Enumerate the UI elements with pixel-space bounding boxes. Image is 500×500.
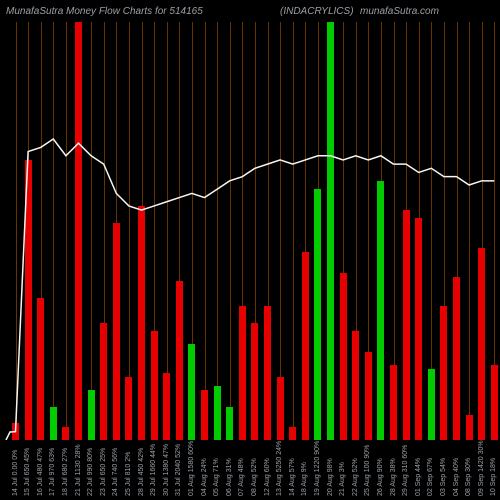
plot-area bbox=[0, 22, 500, 440]
x-axis-label: 08 Sep 30% bbox=[465, 458, 472, 496]
chart-title-symbol: (INDACRYLICS) bbox=[280, 6, 354, 17]
grid-line bbox=[205, 22, 206, 440]
grid-line bbox=[469, 22, 470, 440]
bar bbox=[100, 323, 107, 440]
bar bbox=[62, 427, 69, 440]
x-axis-label: 06 Aug 31% bbox=[226, 458, 233, 496]
x-axis-label: 13 Aug 5250 24% bbox=[276, 441, 283, 496]
x-axis-label: 04 Sep 40% bbox=[453, 458, 460, 496]
x-axis-label: 22 Aug 52% bbox=[352, 458, 359, 496]
grid-line bbox=[53, 22, 54, 440]
bar bbox=[327, 22, 334, 440]
bar bbox=[365, 352, 372, 440]
bar bbox=[138, 206, 145, 440]
x-axis-label: 09 Sep 1420 30% bbox=[478, 440, 485, 496]
x-axis-label: 07 Aug 48% bbox=[238, 458, 245, 496]
bar bbox=[25, 160, 32, 440]
x-axis-label: 18 Jul 680 27% bbox=[62, 448, 69, 496]
x-axis-label: 21 Jul 1130 28% bbox=[75, 444, 82, 496]
grid-line bbox=[66, 22, 67, 440]
x-axis-label: 22 Jul 990 80% bbox=[87, 448, 94, 496]
grid-line bbox=[230, 22, 231, 440]
chart-title-left: MunafaSutra Money Flow Charts for 514165 bbox=[6, 6, 203, 17]
bar bbox=[314, 189, 321, 440]
money-flow-chart: MunafaSutra Money Flow Charts for 514165… bbox=[0, 0, 500, 500]
x-axis-label: 25 Aug 100 90% bbox=[364, 445, 371, 496]
bar bbox=[277, 377, 284, 440]
x-axis-label: 29 Jul 1660 44% bbox=[150, 444, 157, 496]
chart-title-row: MunafaSutra Money Flow Charts for 514165… bbox=[0, 0, 500, 22]
x-axis-label: 01 Sep 44% bbox=[415, 458, 422, 496]
bar bbox=[151, 331, 158, 440]
x-axis-label: 28 Aug 38% bbox=[390, 458, 397, 496]
bar bbox=[214, 386, 221, 440]
bar bbox=[88, 390, 95, 440]
grid-line bbox=[293, 22, 294, 440]
x-axis-label: 08 Aug 52% bbox=[251, 458, 258, 496]
bar bbox=[251, 323, 258, 440]
x-axis-label: 31 Jul 2040 52% bbox=[175, 444, 182, 496]
x-axis-label: 29 Aug 310 60% bbox=[402, 445, 409, 496]
bar bbox=[491, 365, 498, 440]
x-axis-label: 16 Jul 480 47% bbox=[37, 448, 44, 496]
x-axis-label: 20 Aug 98% bbox=[327, 458, 334, 496]
x-axis-label: 19 Aug 1220 90% bbox=[314, 441, 321, 496]
x-axis-label: 18 Aug 9% bbox=[301, 462, 308, 496]
bar bbox=[302, 252, 309, 440]
bar bbox=[264, 306, 271, 440]
bar bbox=[201, 390, 208, 440]
bar bbox=[12, 423, 19, 440]
x-axis-label: 21 Aug 3% bbox=[339, 462, 346, 496]
bar bbox=[37, 298, 44, 440]
x-axis-label: 03 Sep 54% bbox=[440, 458, 447, 496]
bar bbox=[176, 281, 183, 440]
x-axis-label: 14 Jul 0.00 0% bbox=[12, 450, 19, 496]
bar bbox=[340, 273, 347, 440]
grid-line bbox=[217, 22, 218, 440]
bar bbox=[390, 365, 397, 440]
grid-line bbox=[16, 22, 17, 440]
bar bbox=[188, 344, 195, 440]
bar bbox=[478, 248, 485, 440]
x-axis-label: 04 Aug 24% bbox=[201, 458, 208, 496]
bar bbox=[415, 218, 422, 440]
x-axis-label: 05 Aug 71% bbox=[213, 458, 220, 496]
x-axis-label: 17 Jul 970 63% bbox=[49, 448, 56, 496]
bar bbox=[352, 331, 359, 440]
bar bbox=[75, 22, 82, 440]
x-axis-label: 14 Aug 57% bbox=[289, 458, 296, 496]
x-axis-label: 12 Aug 60% bbox=[264, 458, 271, 496]
x-axis-label: 15 Jul 650 45% bbox=[24, 448, 31, 496]
bar bbox=[239, 306, 246, 440]
bar bbox=[163, 373, 170, 440]
bar bbox=[113, 223, 120, 440]
bar bbox=[466, 415, 473, 440]
x-axis-label: 25 Jul 810 2% bbox=[125, 452, 132, 496]
bar bbox=[125, 377, 132, 440]
chart-title-site: munafaSutra.com bbox=[360, 6, 439, 17]
bar bbox=[377, 181, 384, 440]
x-axis-label: 28 Jul 450 42% bbox=[138, 448, 145, 496]
x-axis-label: 23 Jul 650 25% bbox=[100, 448, 107, 496]
bar bbox=[453, 277, 460, 440]
bar bbox=[50, 407, 57, 440]
bar bbox=[226, 407, 233, 440]
x-axis-label: 30 Jul 1380 47% bbox=[163, 444, 170, 496]
x-axis-label: 01 Aug 1580 60% bbox=[188, 441, 195, 496]
bar bbox=[289, 427, 296, 440]
x-axis-label: 02 Sep 67% bbox=[427, 458, 434, 496]
bar bbox=[428, 369, 435, 440]
bar bbox=[440, 306, 447, 440]
grid-line bbox=[91, 22, 92, 440]
x-axis-labels: 14 Jul 0.00 0% 15 Jul 650 45% 16 Jul 480 4… bbox=[0, 440, 500, 500]
x-axis-label: 26 Aug 90% bbox=[377, 458, 384, 496]
x-axis-label: 24 Jul 740 56% bbox=[112, 448, 119, 496]
x-axis-label: 10 Sep 18% bbox=[490, 458, 497, 496]
bar bbox=[403, 210, 410, 440]
